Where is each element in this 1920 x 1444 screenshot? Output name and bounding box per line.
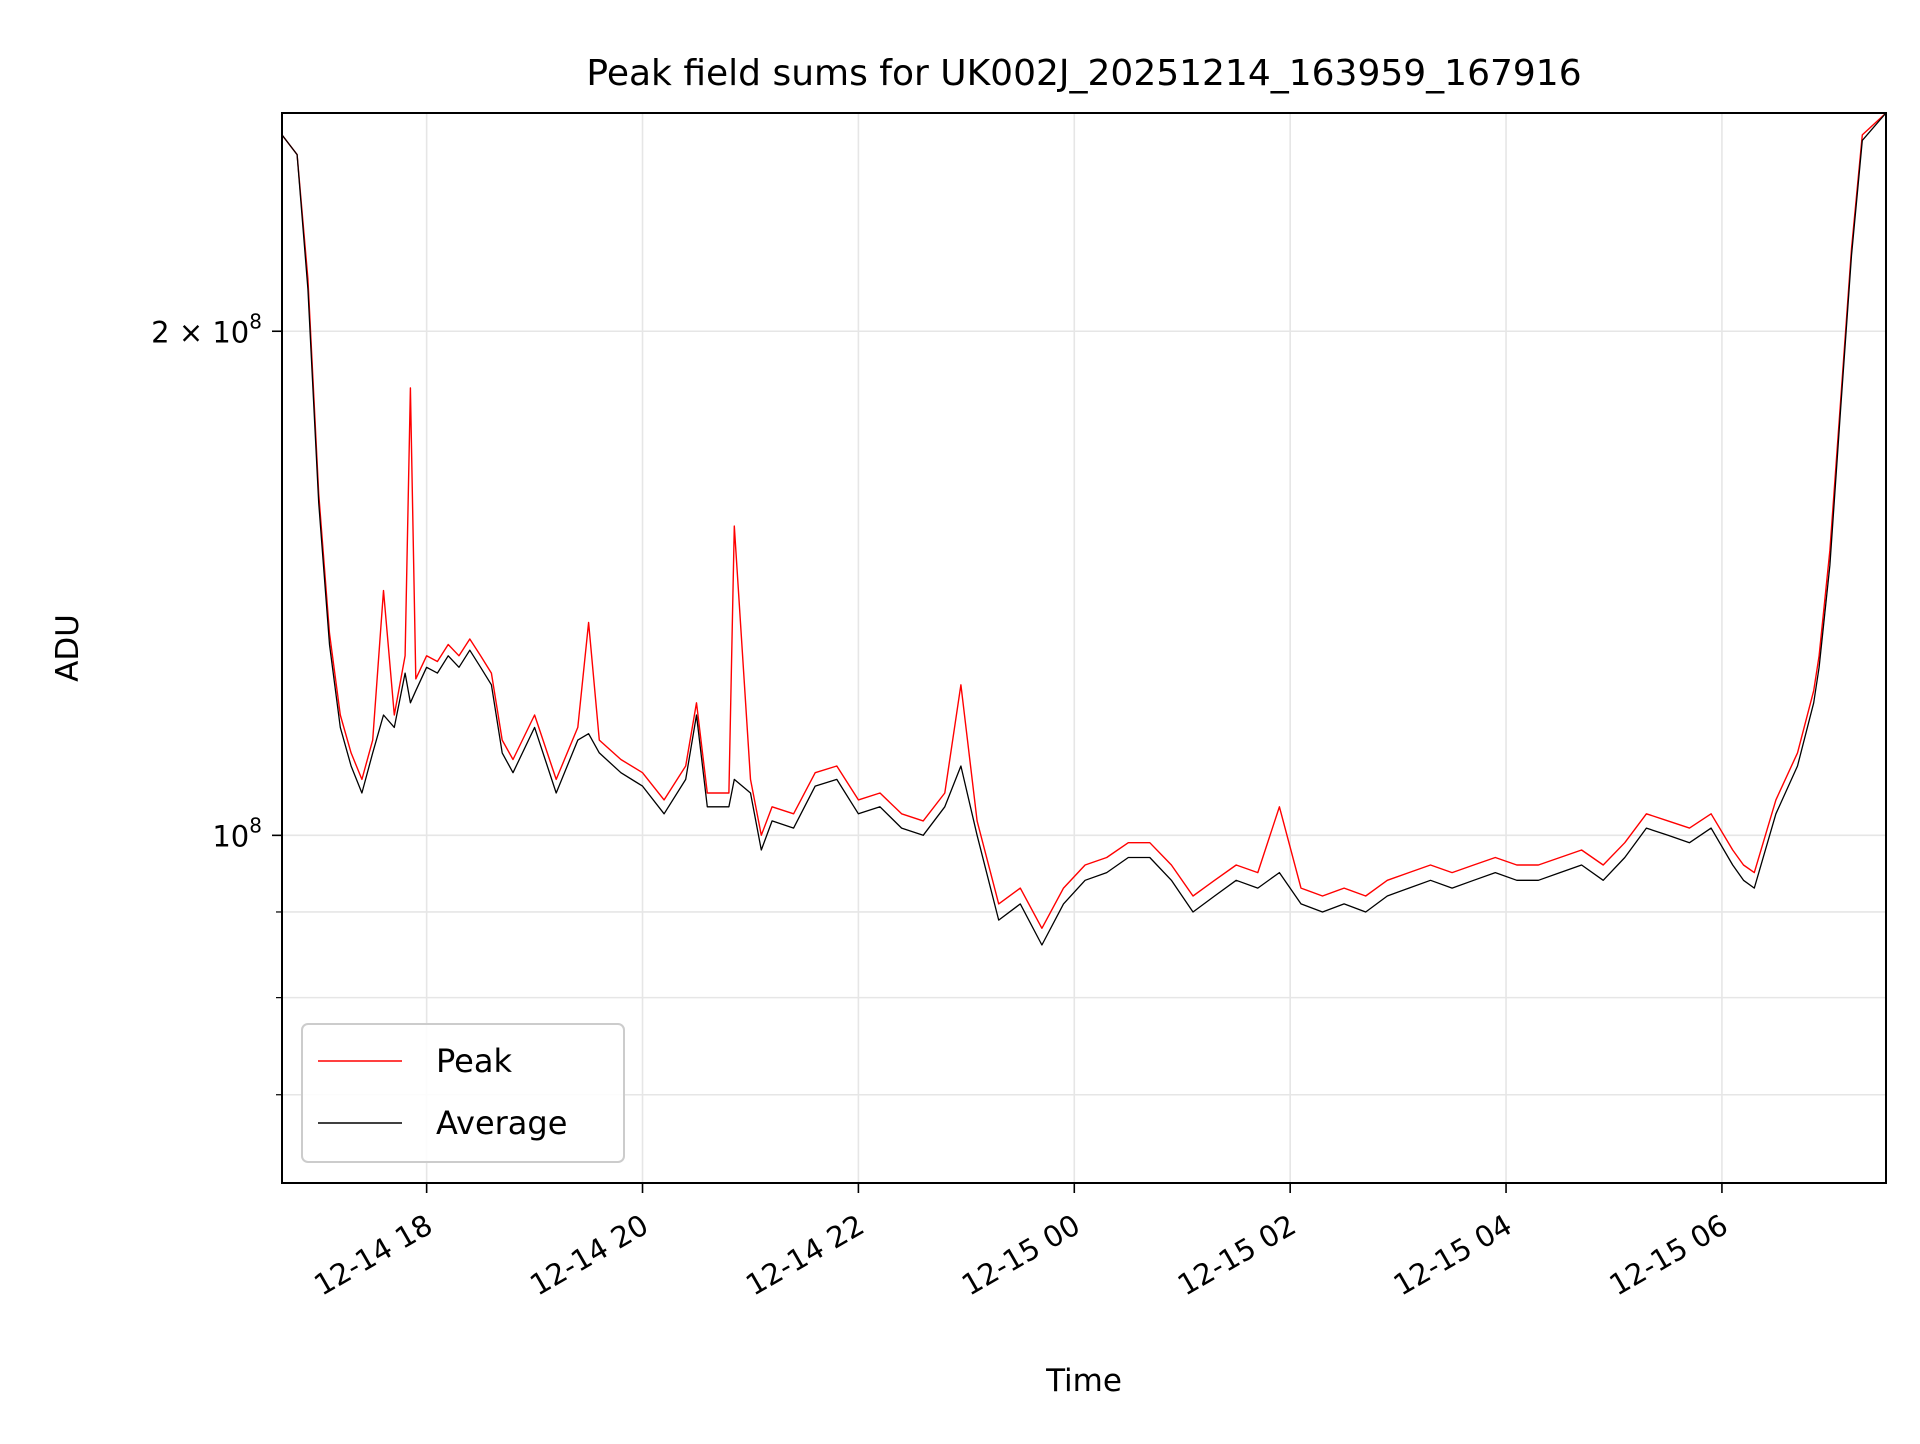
series-line-average bbox=[281, 112, 1887, 946]
series-line-peak bbox=[281, 112, 1887, 929]
plot-area bbox=[282, 113, 1886, 1183]
y-tick-label-base: 10 bbox=[212, 819, 249, 853]
plot-frame bbox=[281, 112, 1887, 1184]
y-tick-label-base: 2 × 10 bbox=[151, 315, 249, 349]
y-tick-label-exponent: 8 bbox=[249, 813, 262, 837]
series-group bbox=[281, 112, 1887, 946]
chart-title: Peak field sums for UK002J_20251214_1639… bbox=[586, 53, 1581, 94]
y-tick-label: 108 bbox=[212, 813, 262, 853]
legend-label-average: Average bbox=[436, 1104, 567, 1142]
y-tick-label: 2 × 108 bbox=[151, 309, 262, 349]
legend-box bbox=[301, 1023, 625, 1163]
grid bbox=[282, 113, 1886, 1183]
y-axis-label: ADU bbox=[50, 614, 86, 682]
y-tick-label-exponent: 8 bbox=[249, 309, 262, 333]
x-axis-label: Time bbox=[1045, 1363, 1122, 1399]
legend: Peak Average bbox=[301, 1023, 625, 1163]
legend-label-peak: Peak bbox=[436, 1042, 512, 1080]
